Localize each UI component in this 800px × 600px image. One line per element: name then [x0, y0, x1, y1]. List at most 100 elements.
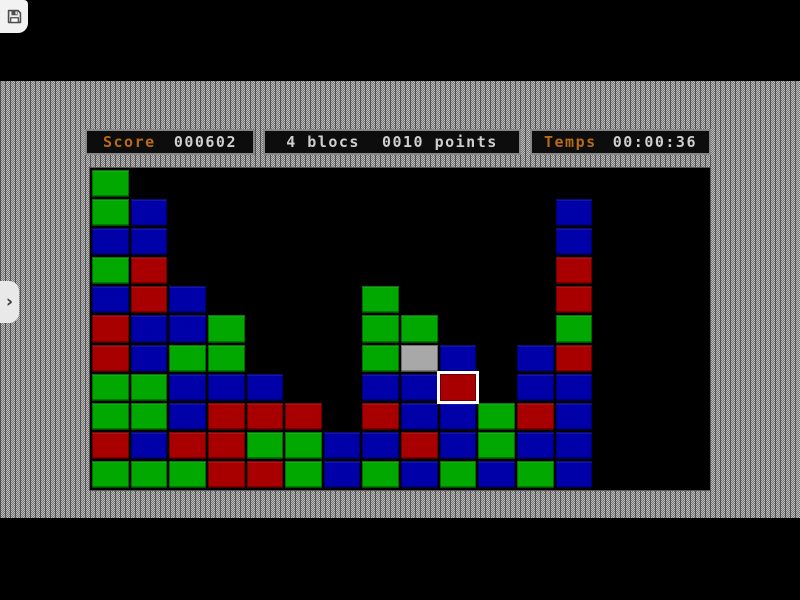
block-green[interactable]: [130, 373, 168, 401]
block-blue[interactable]: [207, 373, 245, 401]
block-red[interactable]: [207, 402, 245, 430]
empty-cell: [208, 170, 245, 197]
block-green[interactable]: [555, 315, 593, 343]
block-blue[interactable]: [130, 199, 168, 227]
block-blue[interactable]: [401, 402, 438, 430]
block-blue[interactable]: [92, 286, 129, 314]
block-blue[interactable]: [362, 431, 399, 459]
empty-cell: [594, 374, 631, 401]
block-blue[interactable]: [516, 344, 554, 372]
points-count: 0010 points: [381, 133, 498, 151]
block-green[interactable]: [362, 460, 399, 488]
block-green[interactable]: [478, 402, 515, 430]
empty-cell: [208, 257, 245, 284]
empty-cell: [362, 228, 399, 255]
block-blue[interactable]: [555, 460, 593, 488]
empty-cell: [324, 286, 361, 313]
block-blue[interactable]: [92, 228, 129, 256]
empty-cell: [517, 286, 554, 313]
block-green[interactable]: [169, 460, 206, 488]
block-gray[interactable]: [401, 344, 438, 372]
block-red[interactable]: [285, 402, 322, 430]
block-red[interactable]: [362, 402, 399, 430]
block-blue[interactable]: [555, 228, 593, 256]
block-green[interactable]: [92, 257, 129, 285]
block-red[interactable]: [401, 431, 438, 459]
block-green[interactable]: [362, 344, 399, 372]
block-red[interactable]: [130, 257, 168, 285]
block-red[interactable]: [246, 402, 284, 430]
block-green[interactable]: [92, 373, 129, 401]
block-blue[interactable]: [130, 431, 168, 459]
empty-cell: [324, 199, 361, 226]
block-blue[interactable]: [130, 228, 168, 256]
block-green[interactable]: [285, 460, 322, 488]
block-green[interactable]: [362, 286, 399, 314]
block-blue[interactable]: [401, 460, 438, 488]
block-red[interactable]: [92, 431, 129, 459]
block-blue[interactable]: [130, 344, 168, 372]
block-green[interactable]: [130, 460, 168, 488]
block-blue[interactable]: [555, 373, 593, 401]
block-red[interactable]: [130, 286, 168, 314]
block-green[interactable]: [92, 199, 129, 227]
selected-block[interactable]: [439, 373, 477, 401]
block-green[interactable]: [246, 431, 284, 459]
block-blue[interactable]: [130, 315, 168, 343]
block-blue[interactable]: [169, 373, 206, 401]
block-blue[interactable]: [169, 315, 206, 343]
block-red[interactable]: [516, 402, 554, 430]
block-green[interactable]: [169, 344, 206, 372]
block-green[interactable]: [478, 431, 515, 459]
block-red[interactable]: [169, 431, 206, 459]
block-blue[interactable]: [439, 402, 477, 430]
block-green[interactable]: [207, 315, 245, 343]
block-green[interactable]: [207, 344, 245, 372]
block-blue[interactable]: [555, 402, 593, 430]
board: [92, 170, 708, 488]
empty-cell: [594, 257, 631, 284]
block-green[interactable]: [439, 460, 477, 488]
block-blue[interactable]: [362, 373, 399, 401]
block-green[interactable]: [92, 460, 129, 488]
block-red[interactable]: [92, 344, 129, 372]
block-blue[interactable]: [439, 431, 477, 459]
block-red[interactable]: [207, 431, 245, 459]
chevron-right-icon: ›: [5, 292, 13, 312]
block-red[interactable]: [555, 344, 593, 372]
block-red[interactable]: [555, 286, 593, 314]
empty-cell: [478, 257, 515, 284]
block-red[interactable]: [207, 460, 245, 488]
block-blue[interactable]: [439, 344, 477, 372]
block-blue[interactable]: [555, 199, 593, 227]
block-blue[interactable]: [323, 460, 361, 488]
empty-cell: [478, 170, 515, 197]
block-red[interactable]: [246, 460, 284, 488]
block-blue[interactable]: [516, 431, 554, 459]
block-blue[interactable]: [555, 431, 593, 459]
block-green[interactable]: [92, 170, 129, 198]
block-blue[interactable]: [401, 373, 438, 401]
block-green[interactable]: [285, 431, 322, 459]
empty-cell: [478, 315, 515, 342]
block-blue[interactable]: [478, 460, 515, 488]
block-green[interactable]: [130, 402, 168, 430]
time-panel: Temps 00:00:36: [530, 129, 711, 155]
block-green[interactable]: [401, 315, 438, 343]
block-red[interactable]: [555, 257, 593, 285]
block-blue[interactable]: [323, 431, 361, 459]
block-red[interactable]: [92, 315, 129, 343]
empty-cell: [478, 286, 515, 313]
block-green[interactable]: [516, 460, 554, 488]
block-blue[interactable]: [169, 402, 206, 430]
save-button[interactable]: [0, 0, 28, 33]
block-blue[interactable]: [169, 286, 206, 314]
empty-cell: [208, 228, 245, 255]
drawer-handle-button[interactable]: ›: [0, 281, 19, 323]
block-green[interactable]: [362, 315, 399, 343]
block-blue[interactable]: [516, 373, 554, 401]
empty-cell: [594, 286, 631, 313]
block-green[interactable]: [92, 402, 129, 430]
empty-cell: [285, 315, 322, 342]
block-blue[interactable]: [246, 373, 284, 401]
